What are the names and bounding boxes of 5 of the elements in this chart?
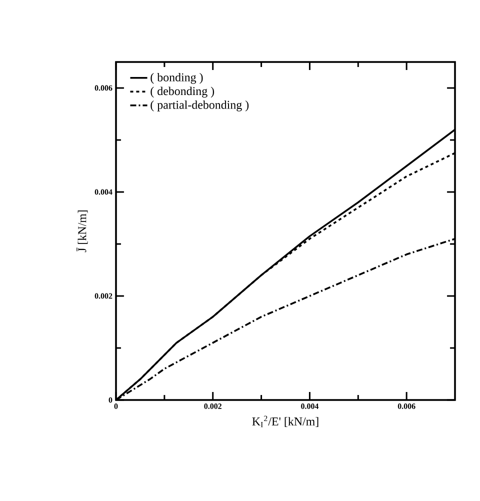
legend-label: ( debonding ) — [150, 86, 214, 98]
legend-label: ( partial-debonding ) — [150, 100, 249, 112]
x-axis-title: K$_{I}$$^{2}$/E' [kN/m] — [252, 416, 318, 428]
legend-label: ( bonding ) — [150, 72, 203, 84]
y-axis-title: J̄ [kN/m] — [76, 210, 88, 252]
